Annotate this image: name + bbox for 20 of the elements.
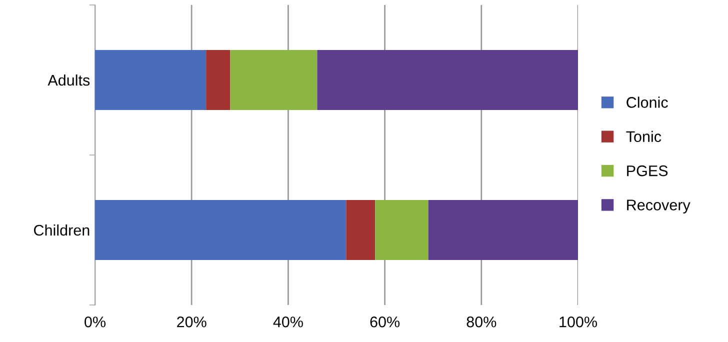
x-tick-label: 100% — [560, 316, 597, 328]
y-tick-label: Children — [34, 224, 90, 236]
bar — [317, 50, 578, 110]
bar — [95, 200, 346, 260]
bar — [206, 50, 230, 110]
bar — [375, 200, 428, 260]
bar — [230, 50, 318, 110]
x-tick-label: 0% — [84, 316, 106, 328]
legend-label: PGES — [627, 165, 668, 176]
legend-label: Tonic — [626, 130, 662, 142]
x-tick-label: 20% — [177, 316, 206, 328]
x-tick-label: 80% — [466, 316, 496, 328]
legend-label: Recovery — [627, 200, 690, 214]
bar — [346, 200, 376, 260]
y-tick-label: Adults — [48, 74, 90, 86]
x-tick-label: 40% — [273, 316, 303, 328]
bar — [428, 200, 578, 260]
legend-label: Clonic — [626, 96, 668, 108]
x-tick-label: 60% — [370, 316, 400, 328]
bar — [95, 50, 206, 110]
